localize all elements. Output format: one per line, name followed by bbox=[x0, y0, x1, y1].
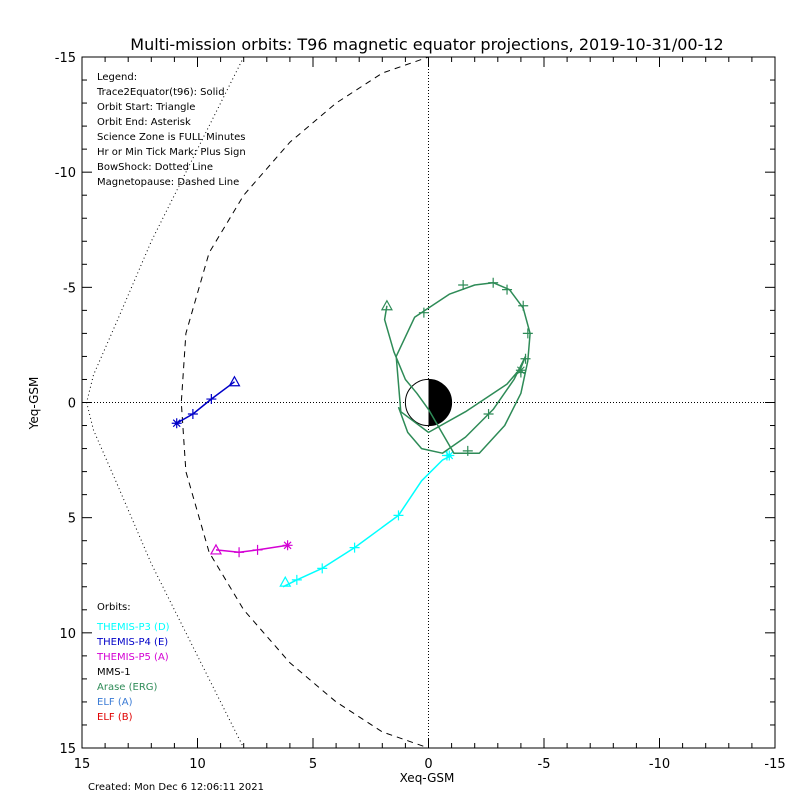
y-tick-label: 0 bbox=[68, 397, 76, 412]
earth-night-side bbox=[428, 379, 452, 426]
orbit-end-asterisk bbox=[515, 365, 526, 376]
orbit-tick-mark bbox=[458, 280, 469, 291]
orbit-start-triangle bbox=[209, 543, 222, 555]
orbit-tick-mark bbox=[252, 544, 263, 555]
orbit-tick-mark bbox=[349, 542, 360, 553]
orbit-tick-mark bbox=[393, 510, 404, 521]
legend-note: Trace2Equator(t96): Solid bbox=[96, 87, 225, 98]
orbit-start-triangle bbox=[380, 299, 393, 311]
orbit-tick-mark bbox=[518, 300, 529, 311]
orbit-tick-mark bbox=[502, 284, 513, 295]
orbit-tick-mark bbox=[462, 445, 473, 456]
orbit-tick-mark bbox=[522, 328, 533, 339]
y-tick-label: -10 bbox=[55, 166, 76, 181]
orbit-line-1 bbox=[176, 381, 235, 424]
orbit-legend-entry: THEMIS-P5 (A) bbox=[96, 652, 169, 663]
data-layer bbox=[86, 57, 533, 748]
x-tick-label: -15 bbox=[764, 757, 785, 772]
magnetopause-line bbox=[180, 57, 452, 748]
created-timestamp: Created: Mon Dec 6 12:06:11 2021 bbox=[88, 782, 264, 793]
x-tick-label: 10 bbox=[189, 757, 206, 772]
text-layer: Legend: Trace2Equator(t96): Solid Orbit St… bbox=[96, 72, 246, 723]
legend-note: Science Zone is FULL Minutes bbox=[97, 132, 246, 143]
y-tick-label: 10 bbox=[59, 627, 76, 642]
x-tick-label: -5 bbox=[538, 757, 551, 772]
y-tick-label: -15 bbox=[55, 51, 76, 66]
orbit-tick-mark bbox=[187, 409, 198, 420]
orbit-legend-entry: THEMIS-P4 (E) bbox=[96, 637, 168, 648]
legend-note: Orbit Start: Triangle bbox=[97, 102, 195, 113]
orbit-line-0 bbox=[282, 454, 452, 588]
orbit-line-2 bbox=[215, 544, 288, 553]
x-tick-label: -10 bbox=[649, 757, 670, 772]
x-tick-label: 5 bbox=[309, 757, 317, 772]
x-axis-label: Xeq-GSM bbox=[400, 771, 455, 785]
legend-note: BowShock: Dotted Line bbox=[97, 162, 213, 173]
legend-note: Orbit End: Asterisk bbox=[97, 117, 191, 128]
chart-title: Multi-mission orbits: T96 magnetic equat… bbox=[130, 35, 723, 54]
orbit-legend-entry: THEMIS-P3 (D) bbox=[96, 622, 170, 633]
orbit-tick-mark bbox=[488, 277, 499, 288]
y-axis-label: Yeq-GSM bbox=[27, 377, 41, 431]
legend-note: Hr or Min Tick Mark: Plus Sign bbox=[97, 147, 246, 158]
orbit-tick-mark bbox=[520, 353, 531, 364]
orbit-legend-entry: MMS-1 bbox=[97, 667, 131, 678]
legend-note: Legend: bbox=[97, 72, 137, 83]
orbit-tick-mark bbox=[317, 563, 328, 574]
orbit-legend-entry: ELF (A) bbox=[97, 697, 133, 708]
orbits-heading: Orbits: bbox=[97, 602, 131, 613]
orbit-line-3 bbox=[383, 281, 531, 454]
orbit-start-triangle bbox=[228, 375, 241, 387]
orbit-end-asterisk bbox=[444, 450, 455, 461]
orbit-legend-entry: Arase (ERG) bbox=[97, 682, 158, 693]
x-tick-label: 15 bbox=[74, 757, 91, 772]
orbit-tick-mark bbox=[483, 409, 494, 420]
x-tick-label: 0 bbox=[424, 757, 432, 772]
orbit-tick-mark bbox=[206, 394, 217, 405]
orbit-end-asterisk bbox=[282, 540, 293, 551]
y-tick-label: -5 bbox=[63, 281, 76, 296]
orbit-tick-mark bbox=[418, 307, 429, 318]
bowshock-line bbox=[86, 57, 245, 748]
orbit-legend-entry: ELF (B) bbox=[97, 712, 133, 723]
y-tick-label: 15 bbox=[59, 742, 76, 757]
orbit-tick-mark bbox=[291, 574, 302, 585]
legend-note: Magnetopause: Dashed Line bbox=[97, 177, 239, 188]
orbit-start-triangle bbox=[279, 575, 292, 587]
orbit-end-asterisk bbox=[171, 418, 182, 429]
y-tick-label: 5 bbox=[68, 512, 76, 527]
orbit-tick-mark bbox=[234, 547, 245, 558]
